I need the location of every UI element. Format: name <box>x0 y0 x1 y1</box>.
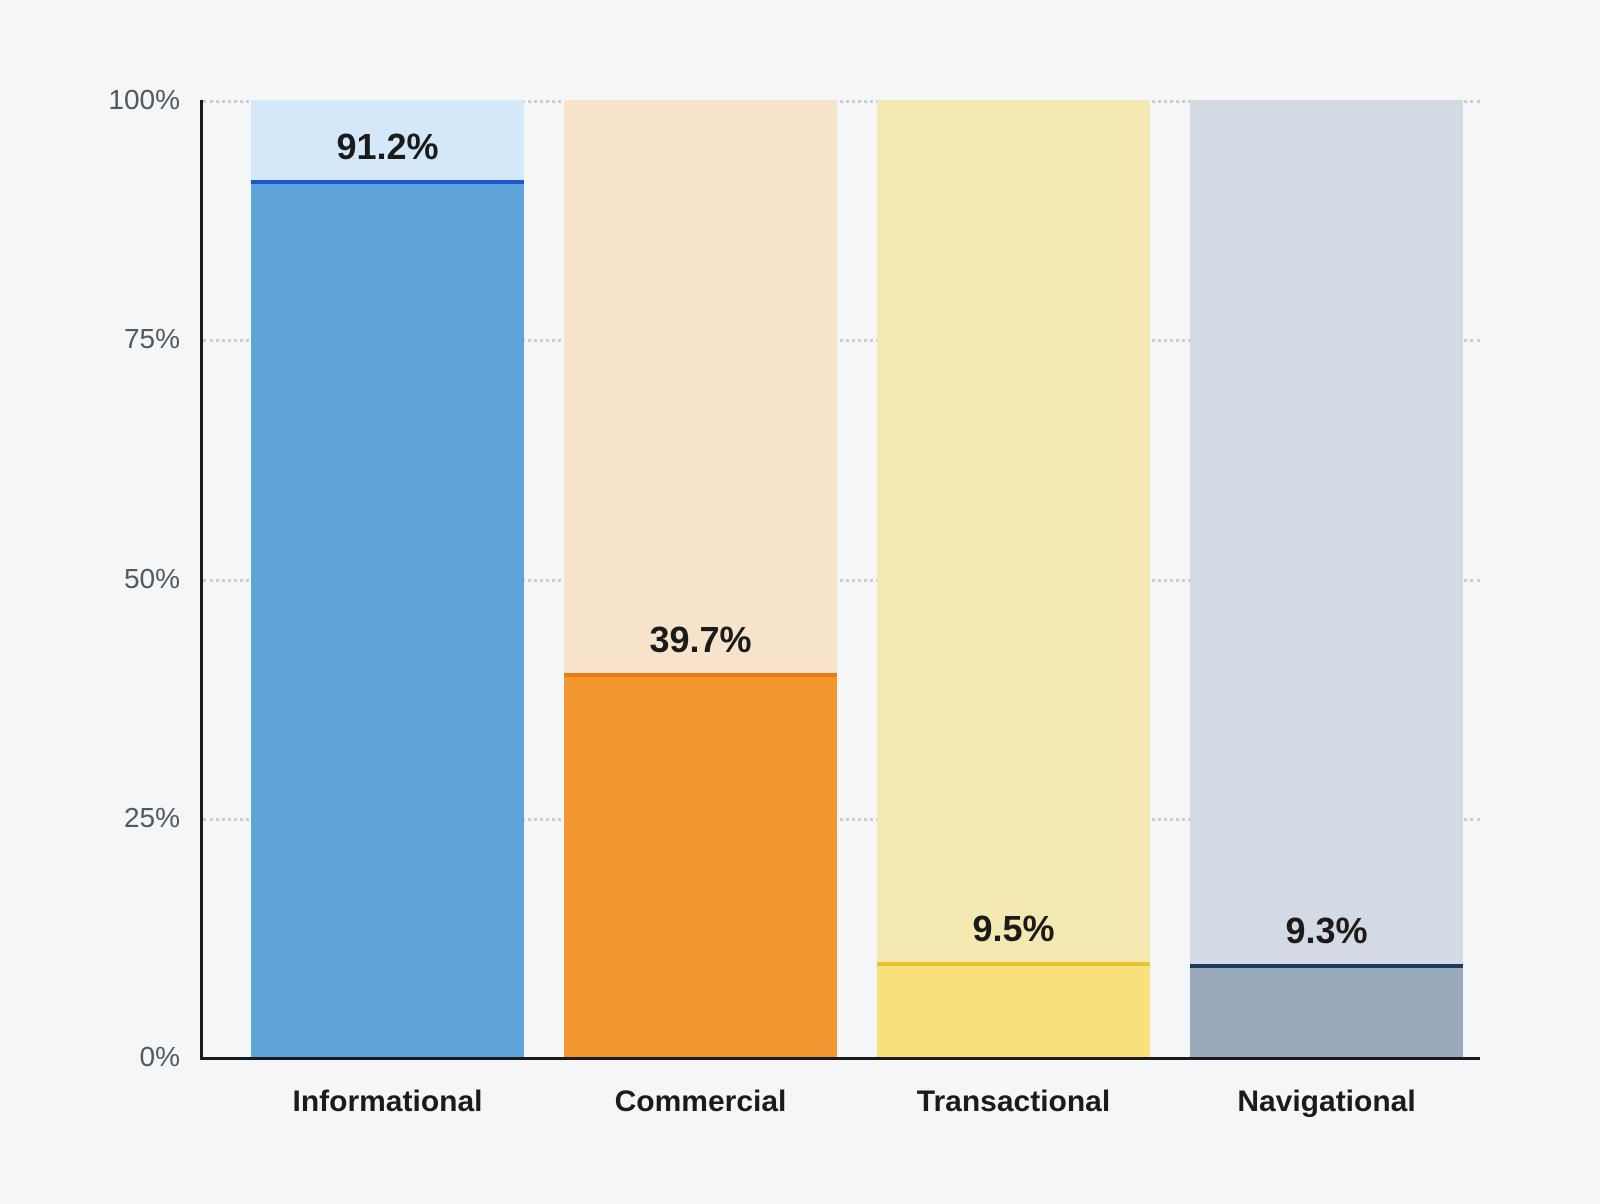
plot-area: 0%25%50%75%100%91.2%Informational39.7%Co… <box>200 100 1480 1060</box>
y-axis-tick-label: 50% <box>60 563 180 595</box>
bar-cap-line <box>251 180 524 184</box>
bar-fill <box>877 966 1150 1057</box>
bar-fill <box>564 677 837 1057</box>
y-axis-tick-label: 75% <box>60 323 180 355</box>
bar-value-label: 91.2% <box>251 126 524 168</box>
bar-cap-line <box>877 962 1150 966</box>
bar-value-label: 9.3% <box>1190 910 1463 952</box>
bar-cap-line <box>1190 964 1463 968</box>
bar-slot: 39.7%Commercial <box>564 100 837 1057</box>
bar-fill <box>251 184 524 1057</box>
bar-slot: 9.3%Navigational <box>1190 100 1463 1057</box>
x-axis-category-label: Transactional <box>877 1085 1150 1119</box>
y-axis-tick-label: 0% <box>60 1041 180 1073</box>
y-axis-tick-label: 25% <box>60 802 180 834</box>
x-axis-category-label: Navigational <box>1190 1085 1463 1119</box>
bar-value-label: 39.7% <box>564 619 837 661</box>
bar-chart: 0%25%50%75%100%91.2%Informational39.7%Co… <box>200 100 1480 1060</box>
bar-slot: 91.2%Informational <box>251 100 524 1057</box>
x-axis-category-label: Informational <box>251 1085 524 1119</box>
bar-value-label: 9.5% <box>877 908 1150 950</box>
bar-slot: 9.5%Transactional <box>877 100 1150 1057</box>
y-axis-tick-label: 100% <box>60 84 180 116</box>
bar-cap-line <box>564 673 837 677</box>
x-axis-category-label: Commercial <box>564 1085 837 1119</box>
bar-fill <box>1190 968 1463 1057</box>
